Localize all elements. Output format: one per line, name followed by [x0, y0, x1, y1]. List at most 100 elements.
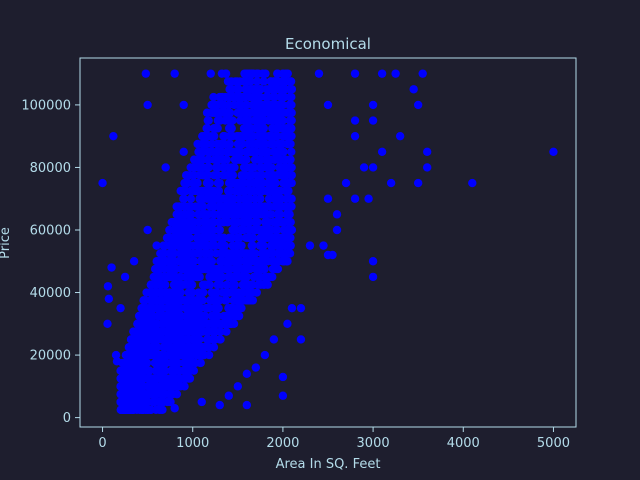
data-point — [262, 210, 271, 219]
data-point — [202, 171, 211, 180]
data-point — [189, 366, 199, 375]
data-point — [224, 116, 234, 125]
data-point — [368, 100, 378, 110]
data-point — [206, 194, 215, 203]
data-point — [264, 178, 273, 188]
data-point — [196, 303, 205, 313]
data-point — [225, 131, 234, 141]
data-point — [279, 178, 289, 188]
data-point — [163, 303, 172, 313]
data-point — [155, 374, 164, 383]
data-point — [255, 155, 265, 164]
data-point — [130, 350, 140, 360]
data-point — [223, 194, 233, 203]
data-point — [166, 327, 175, 336]
data-point — [341, 178, 351, 188]
data-point — [273, 210, 282, 219]
data-point — [222, 171, 231, 180]
data-point — [258, 147, 267, 157]
data-point — [188, 257, 197, 266]
data-point — [235, 257, 244, 266]
data-point — [260, 350, 270, 360]
data-point — [173, 202, 182, 211]
data-point — [286, 178, 296, 188]
data-point — [168, 249, 177, 258]
data-point — [185, 280, 194, 289]
x-tick-label: 2000 — [266, 436, 299, 451]
data-point — [219, 311, 229, 321]
data-point — [234, 288, 244, 297]
data-point — [143, 225, 152, 235]
data-point — [282, 186, 291, 196]
data-point — [268, 124, 277, 133]
y-tick-label: 0 — [63, 411, 71, 426]
data-point — [174, 327, 184, 336]
data-point — [251, 264, 261, 274]
data-point — [277, 163, 287, 172]
data-point — [171, 335, 181, 344]
data-point — [226, 124, 236, 133]
data-point — [242, 69, 252, 78]
data-point — [227, 77, 236, 86]
data-point — [287, 147, 296, 157]
data-point — [180, 210, 189, 219]
data-point — [222, 296, 231, 305]
data-point — [273, 108, 282, 117]
data-point — [205, 257, 215, 266]
data-point — [211, 163, 221, 172]
data-point — [112, 357, 122, 366]
y-tick-label: 20000 — [30, 349, 71, 364]
data-point — [182, 311, 191, 321]
data-point — [179, 100, 188, 110]
data-point — [285, 116, 294, 125]
x-tick-label: 3000 — [357, 436, 390, 451]
data-point — [258, 139, 267, 149]
data-point — [215, 400, 224, 410]
data-point — [185, 272, 194, 282]
data-point — [202, 264, 211, 274]
data-point — [228, 210, 237, 219]
data-point — [188, 186, 197, 196]
data-point — [219, 131, 228, 141]
data-point — [196, 343, 206, 352]
data-point — [129, 257, 139, 266]
data-point — [133, 335, 143, 344]
data-point — [244, 296, 254, 305]
data-point — [274, 155, 283, 164]
data-point — [125, 404, 134, 413]
data-point — [233, 108, 242, 117]
data-point — [230, 147, 240, 157]
data-point — [224, 108, 233, 117]
data-point — [258, 69, 267, 78]
data-point — [233, 382, 243, 391]
data-point — [179, 319, 188, 329]
data-point — [272, 257, 282, 266]
data-point — [148, 382, 157, 391]
data-point — [169, 319, 179, 329]
data-point — [268, 241, 277, 250]
data-point — [256, 272, 265, 282]
data-point — [240, 155, 249, 164]
data-point — [234, 296, 244, 305]
data-point — [224, 100, 233, 110]
x-tick-label: 1000 — [176, 436, 209, 451]
data-point — [377, 147, 387, 157]
data-point — [210, 108, 220, 117]
x-axis: 0 1000 2000 3000 4000 5000 — [98, 427, 570, 451]
data-point — [158, 311, 167, 321]
data-point — [239, 131, 248, 141]
data-point — [279, 131, 289, 141]
data-point — [319, 241, 328, 250]
data-point — [197, 397, 206, 407]
data-point — [202, 225, 212, 235]
data-point — [157, 358, 167, 368]
data-point — [222, 327, 231, 336]
y-tick-label: 80000 — [30, 161, 71, 176]
data-point — [286, 77, 296, 86]
data-point — [233, 233, 243, 243]
data-point — [224, 391, 233, 400]
data-point — [172, 303, 182, 313]
data-point — [195, 171, 204, 180]
data-point — [248, 92, 258, 102]
data-point — [170, 404, 179, 413]
